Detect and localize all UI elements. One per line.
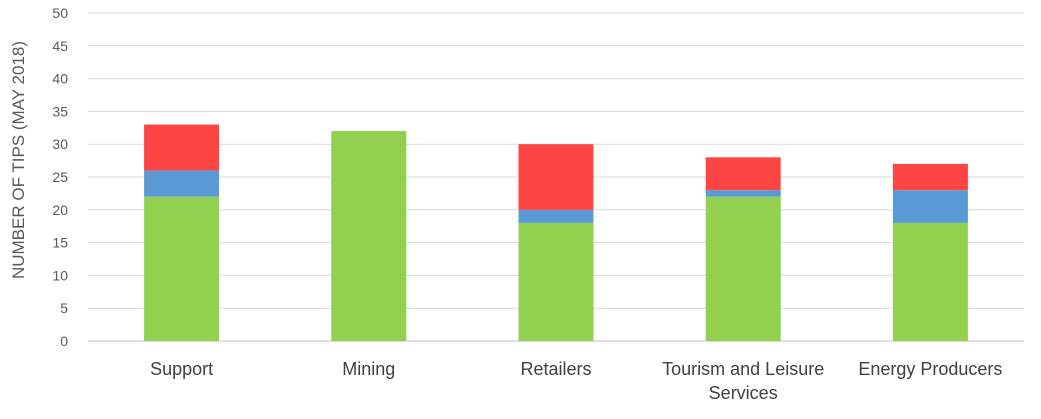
bar-segment-2	[705, 190, 781, 197]
bar-segment-2	[144, 170, 220, 197]
bar-segment-1	[144, 196, 220, 341]
y-axis-title: NUMBER OF TIPS (MAY 2018)	[9, 41, 28, 279]
y-tick-label: 45	[52, 38, 68, 54]
bar-segment-3	[705, 157, 781, 191]
y-tick-label: 50	[52, 5, 68, 21]
bar-segment-1	[892, 222, 968, 341]
x-category-label: Energy Producers	[858, 359, 1002, 379]
y-tick-label: 5	[60, 300, 68, 316]
y-tick-label: 25	[52, 169, 68, 185]
x-category-labels: Support Mining Retailers Tourism and Leisur…	[150, 359, 1002, 403]
y-tick-labels: 0 5 10 15 20 25 30 35 40 45 50	[52, 5, 68, 349]
y-tick-label: 40	[52, 71, 68, 87]
x-category-label-line: Support	[150, 359, 213, 379]
y-tick-label: 35	[52, 103, 68, 119]
x-category-label-line: Mining	[342, 359, 395, 379]
bars	[144, 124, 968, 341]
bar-segment-3	[518, 144, 594, 210]
y-tick-label: 15	[52, 235, 68, 251]
y-tick-label: 10	[52, 267, 68, 283]
y-tick-label: 20	[52, 202, 68, 218]
x-category-label-line: Retailers	[520, 359, 591, 379]
bar-segment-1	[518, 222, 594, 341]
bar-segment-3	[892, 163, 968, 191]
x-category-label: Tourism and Leisure Services	[662, 359, 824, 403]
x-category-label: Mining	[342, 359, 395, 379]
bar-segment-2	[892, 190, 968, 223]
bar-segment-1	[331, 131, 407, 341]
x-category-label: Support	[150, 359, 213, 379]
x-category-label-line: Services	[709, 383, 778, 403]
y-tick-label: 30	[52, 136, 68, 152]
y-tick-label: 0	[60, 333, 68, 349]
x-category-label-line: Tourism and Leisure	[662, 359, 824, 379]
bar-segment-3	[144, 124, 220, 171]
bar-segment-2	[518, 209, 594, 223]
x-category-label-line: Energy Producers	[858, 359, 1002, 379]
bar-segment-1	[705, 196, 781, 341]
x-category-label: Retailers	[520, 359, 591, 379]
